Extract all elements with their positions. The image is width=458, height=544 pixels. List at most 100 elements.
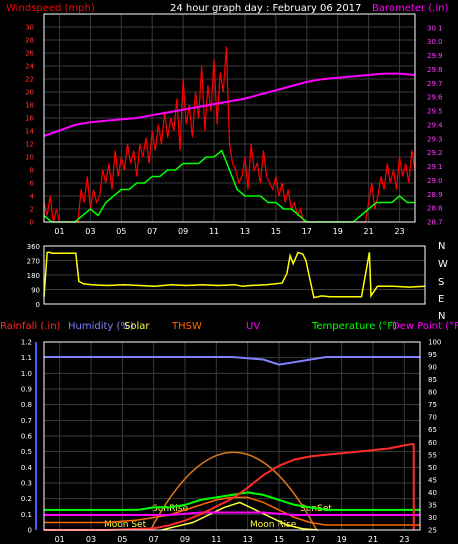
p1-ytick-label: 28: [25, 37, 34, 45]
p1-ytick-label: 22: [25, 76, 34, 84]
p1-y2tick-label: 29.2: [427, 149, 443, 157]
p3-xtick-label: 01: [55, 535, 65, 544]
temperature-header: Temperature (°F): [311, 321, 397, 332]
p2-ytick-label: 180: [27, 272, 40, 280]
p1-ytick-label: 30: [25, 24, 34, 32]
p1-ytick-label: 26: [25, 50, 34, 58]
p3-ytick-label: 1.0: [21, 370, 32, 378]
p1-ytick-label: 6: [30, 180, 35, 188]
rainfall-line: [44, 442, 414, 531]
p3-ytick-label: 0.3: [21, 480, 32, 488]
wind-avg-line: [43, 149, 415, 223]
p3-y2tick-label: 45: [428, 476, 437, 484]
thsw-header: THSW: [171, 321, 202, 332]
p3-xtick-label: 15: [274, 535, 284, 544]
p1-xtick-label: 15: [271, 227, 281, 236]
p3-y2tick-label: 75: [428, 401, 437, 409]
p3-y2tick-label: 25: [428, 527, 437, 535]
p3-ytick-label: 0.8: [21, 401, 32, 409]
uv-header: UV: [246, 321, 260, 332]
dewpoint-line: [44, 511, 420, 516]
p3-ytick-label: 0.2: [21, 495, 32, 503]
p1-y2tick-label: 29.6: [427, 94, 443, 102]
p3-xtick-label: 07: [149, 535, 159, 544]
p1-xtick-label: 17: [302, 227, 312, 236]
p1-xtick-label: 23: [394, 227, 404, 236]
p3-y2tick-label: 90: [428, 364, 437, 372]
p3-y2tick-label: 95: [428, 351, 437, 359]
p1-xtick-label: 05: [116, 227, 126, 236]
p1-xtick-label: 07: [147, 227, 157, 236]
barometer-header: Barometer (.in): [372, 3, 448, 14]
sun-elevation-curve: [149, 451, 318, 531]
p3-y2tick-label: 55: [428, 451, 437, 459]
p1-y2tick-label: 29.1: [427, 163, 443, 171]
windspeed-header: Windspeed (mph): [6, 3, 95, 14]
humidity-header: Humidity (%): [68, 321, 134, 332]
p2-ytick-label: 90: [31, 287, 40, 295]
p3-y2tick-label: 40: [428, 489, 437, 497]
p2-ytick-label: 270: [27, 258, 40, 266]
p3-xtick-label: 23: [399, 535, 409, 544]
p2-frame: [43, 245, 426, 305]
p1-y2tick-label: 28.8: [427, 205, 443, 213]
p1-ytick-label: 24: [25, 63, 34, 71]
p3-ytick-label: 1.1: [21, 354, 32, 362]
p1-ytick-label: 2: [30, 206, 34, 214]
humidity-line: [44, 356, 420, 366]
p1-y2tick-label: 28.7: [427, 219, 443, 227]
solar-line: [161, 501, 319, 531]
sunrise-label: SunRise: [152, 504, 189, 514]
p1-y2tick-label: 29.5: [427, 108, 443, 116]
p3-xtick-label: 17: [305, 535, 315, 544]
moonset-label: Moon Set: [104, 520, 147, 530]
wind-direction-line: [43, 251, 426, 299]
p1-y2tick-label: 29.4: [427, 121, 443, 129]
p1-ytick-label: 8: [30, 167, 34, 175]
p3-y2tick-label: 35: [428, 501, 437, 509]
p2-ytick-label: 360: [27, 243, 40, 251]
p1-ytick-label: 0: [30, 219, 34, 227]
p3-y2tick-label: 30: [428, 514, 437, 522]
p3-frame: [43, 341, 421, 531]
p3-ytick-label: 0.4: [21, 464, 33, 472]
moonrise-label: Moon Rise: [250, 520, 297, 530]
p3-y2tick-label: 60: [428, 439, 437, 447]
p3-ytick-label: 0.7: [21, 417, 32, 425]
p1-ytick-label: 12: [25, 141, 34, 149]
p3-y2tick-label: 50: [428, 464, 437, 472]
p1-xtick-label: 13: [240, 227, 250, 236]
p3-xtick-label: 19: [337, 535, 347, 544]
p1-ytick-label: 20: [25, 89, 34, 97]
p1-y2tick-label: 28.9: [427, 191, 443, 199]
thsw-line: [44, 496, 420, 526]
p3-y2tick-label: 100: [428, 339, 441, 347]
p3-y2tick-label: 70: [428, 414, 437, 422]
p1-ytick-label: 10: [25, 154, 34, 162]
p1-y2tick-label: 29.7: [427, 80, 443, 88]
p3-ytick-label: 0.5: [21, 448, 32, 456]
dir-label-e: E: [438, 294, 444, 305]
solar-header: Solar: [124, 321, 150, 332]
chart-title: 24 hour graph day : February 06 2017: [170, 3, 361, 14]
p1-ytick-label: 18: [25, 102, 34, 110]
p3-y2tick-label: 65: [428, 426, 437, 434]
p1-xtick-label: 11: [209, 227, 219, 236]
p1-y2tick-label: 29.0: [427, 177, 443, 185]
dir-label-s: S: [438, 277, 444, 288]
p2-ytick-label: 0: [36, 301, 40, 309]
p3-ytick-label: 1.2: [21, 339, 32, 347]
p3-xtick-label: 05: [117, 535, 127, 544]
p1-frame: [43, 13, 416, 223]
p1-xtick-label: 09: [178, 227, 188, 236]
p1-xtick-label: 01: [54, 227, 64, 236]
p3-ytick-label: 0: [28, 527, 32, 535]
p1-ytick-label: 4: [30, 193, 35, 201]
p3-xtick-label: 11: [211, 535, 221, 544]
p3-ytick-label: 0.9: [21, 386, 32, 394]
p3-ytick-label: 0.1: [21, 511, 32, 519]
p3-xtick-label: 09: [180, 535, 190, 544]
p3-xtick-label: 03: [86, 535, 96, 544]
